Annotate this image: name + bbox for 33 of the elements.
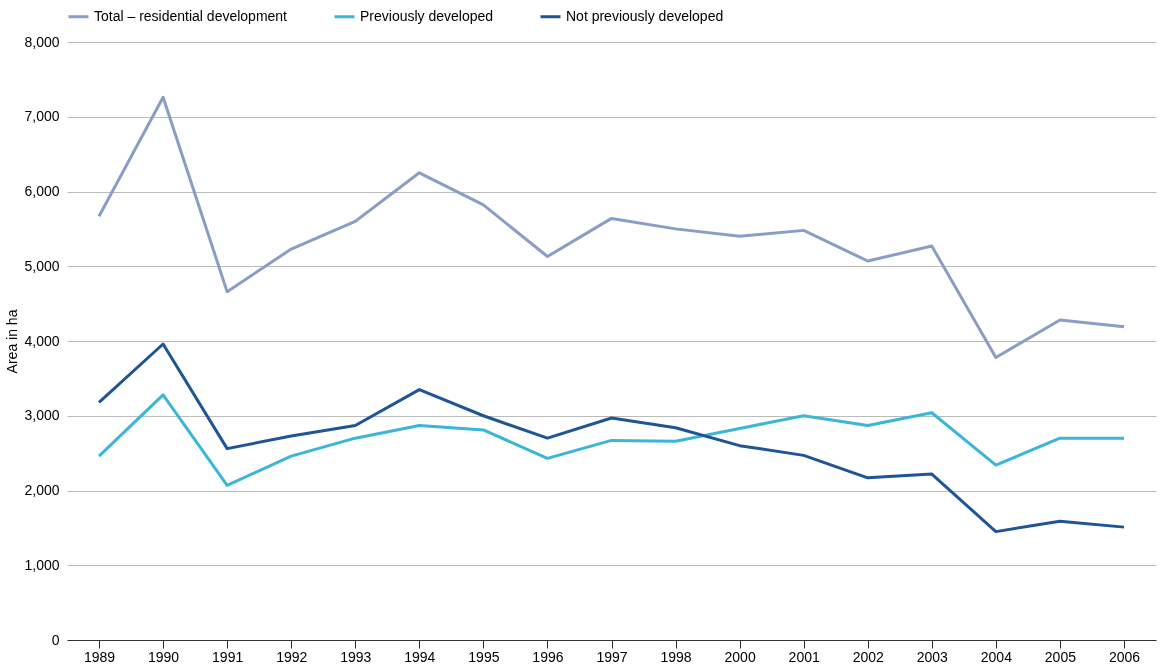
x-tick-label: 1997 bbox=[596, 648, 628, 665]
y-tick-label: 5,000 bbox=[24, 257, 60, 274]
legend-label: Previously developed bbox=[360, 7, 494, 24]
x-tick-label: 1996 bbox=[532, 648, 564, 665]
y-tick-label: 6,000 bbox=[24, 183, 60, 199]
line-series bbox=[97, 393, 1126, 487]
x-tick-label: 1998 bbox=[660, 648, 692, 665]
y-axis-title: Area in ha bbox=[4, 309, 21, 374]
y-tick-label: 7,000 bbox=[24, 108, 60, 125]
x-tick-label: 2006 bbox=[1108, 648, 1141, 665]
x-tick-label: 1994 bbox=[404, 648, 436, 665]
y-tick-label: 4,000 bbox=[24, 332, 60, 349]
x-tick-label: 1989 bbox=[83, 648, 116, 665]
y-tick-label: 0 bbox=[51, 631, 60, 648]
x-tick-label: 2001 bbox=[788, 648, 820, 665]
legend-label: Not previously developed bbox=[566, 7, 724, 24]
x-tick-label: 1993 bbox=[340, 648, 372, 665]
x-tick-label: 2004 bbox=[980, 648, 1013, 665]
x-tick-label: 1991 bbox=[212, 648, 244, 665]
x-tick-label: 1990 bbox=[148, 648, 180, 665]
x-tick-label: 1992 bbox=[276, 648, 308, 665]
x-tick-label: 2002 bbox=[852, 648, 885, 665]
y-tick-label: 8,000 bbox=[24, 33, 60, 50]
x-tick-label: 1995 bbox=[468, 648, 500, 665]
legend-label: Total – residential development bbox=[94, 7, 288, 24]
x-tick-label: 2003 bbox=[916, 648, 949, 665]
y-tick-label: 2,000 bbox=[24, 482, 60, 498]
x-tick-label: 2000 bbox=[724, 648, 756, 665]
line-series bbox=[97, 95, 1126, 359]
line-series bbox=[97, 342, 1126, 534]
x-tick-label: 2005 bbox=[1044, 648, 1077, 665]
y-tick-label: 3,000 bbox=[24, 407, 60, 424]
y-tick-label: 1,000 bbox=[24, 556, 60, 573]
